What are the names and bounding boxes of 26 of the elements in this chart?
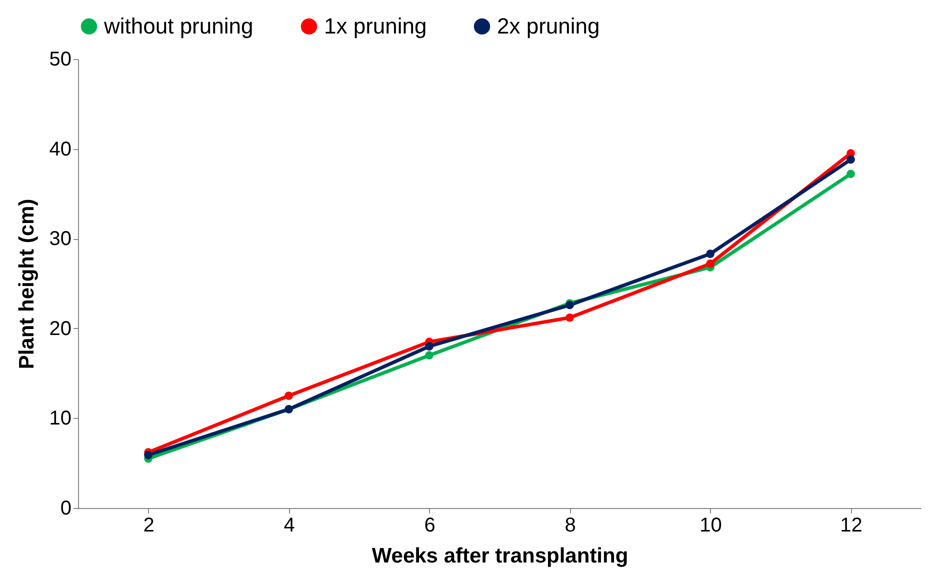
x-tick-label: 10 [700, 514, 722, 536]
point [706, 260, 714, 268]
x-tick-label: 2 [143, 514, 154, 536]
y-axis-title: Plant height (cm) [15, 198, 38, 370]
legend-label: without pruning [103, 13, 254, 38]
x-tick-label: 4 [284, 514, 295, 536]
legend-label: 2x pruning [497, 13, 600, 38]
legend-label: 1x pruning [324, 13, 427, 38]
y-tick-label: 10 [49, 408, 72, 430]
y-tick-label: 20 [49, 318, 72, 340]
point [284, 392, 293, 400]
point [144, 450, 152, 460]
x-axis-title: Weeks after transplanting [372, 544, 628, 568]
y-tick-label: 30 [49, 228, 72, 250]
point [706, 250, 714, 258]
point [425, 351, 434, 360]
point [846, 155, 855, 164]
x-tick-label: 12 [840, 514, 862, 536]
x-tick-label: 8 [564, 514, 576, 536]
point [425, 342, 434, 351]
y-tick-label: 50 [49, 48, 72, 70]
x-tick-label: 6 [424, 514, 436, 536]
y-tick-label: 0 [60, 498, 72, 520]
point [846, 170, 855, 178]
y-tick-label: 40 [49, 138, 72, 160]
point [566, 313, 574, 322]
